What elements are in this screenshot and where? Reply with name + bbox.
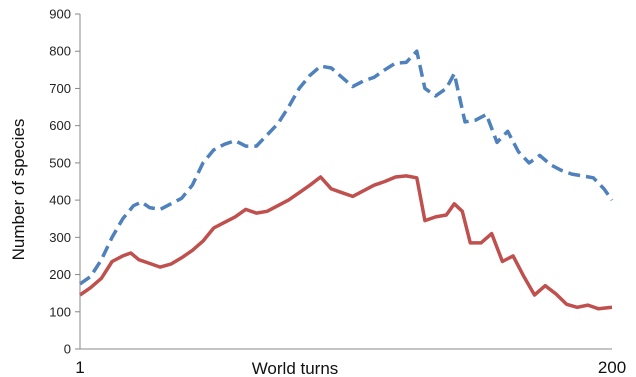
series-line-2 — [79, 174, 613, 311]
y-tick-label: 100 — [49, 304, 71, 319]
x-axis-ticks: 1 200 — [75, 358, 626, 377]
y-tick-label: 800 — [49, 44, 71, 59]
series-layer — [78, 49, 614, 311]
series-line-1 — [78, 49, 614, 286]
y-tick-label: 200 — [49, 267, 71, 282]
x-tick-label: 1 — [75, 358, 84, 377]
y-tick-label: 700 — [49, 81, 71, 96]
y-tick-label: 500 — [49, 155, 71, 170]
y-tick-label: 300 — [49, 230, 71, 245]
y-tick-label: 600 — [49, 118, 71, 133]
y-axis-title: Number of species — [9, 119, 28, 261]
x-tick-label: 200 — [598, 358, 626, 377]
y-axis-ticks: 0 100 200 300 400 500 600 700 800 900 — [49, 7, 80, 357]
y-tick-label: 0 — [64, 342, 71, 357]
x-axis-title: World turns — [252, 359, 339, 377]
y-tick-label: 900 — [49, 7, 71, 22]
y-tick-label: 400 — [49, 193, 71, 208]
